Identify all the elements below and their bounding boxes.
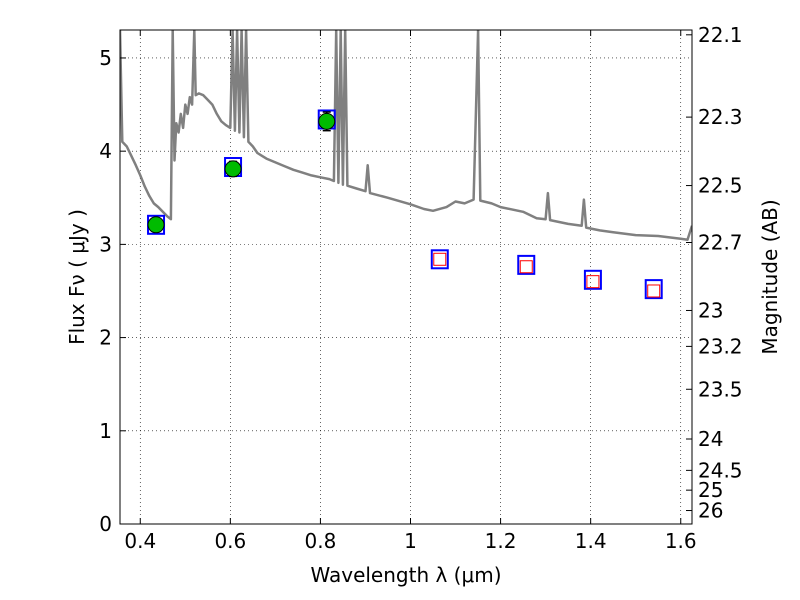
x-tick-label: 0.6 bbox=[214, 529, 246, 553]
sed-model-line bbox=[120, 30, 692, 241]
right-tick-label: 23 bbox=[698, 298, 723, 322]
y-axis-title: Flux Fν ( μJy ) bbox=[65, 209, 89, 345]
plot-area bbox=[120, 30, 692, 524]
x-axis-title: Wavelength λ (μm) bbox=[310, 563, 501, 587]
observed-point bbox=[224, 160, 242, 178]
y-tick-label: 4 bbox=[99, 139, 112, 163]
right-tick-label: 23.2 bbox=[698, 334, 743, 358]
model-photometry-square bbox=[583, 269, 602, 290]
plot-frame bbox=[119, 29, 693, 525]
observed-point bbox=[318, 112, 336, 130]
right-axis-title: Magnitude (AB) bbox=[758, 199, 782, 354]
photometry-series bbox=[147, 109, 663, 300]
x-tick-label: 0.4 bbox=[124, 529, 156, 553]
upper-limit-square bbox=[519, 260, 533, 274]
right-tick-label: 22.5 bbox=[698, 174, 743, 198]
x-tick-label: 1.4 bbox=[575, 529, 607, 553]
upper-limit-square bbox=[647, 284, 661, 298]
x-axis: 0.4 0.6 0.8 1 1.2 1.4 1.6 bbox=[124, 30, 697, 553]
y-tick-label: 0 bbox=[99, 512, 112, 536]
y-tick-label: 5 bbox=[99, 46, 112, 70]
right-tick-label: 25 bbox=[698, 478, 723, 502]
right-tick-label: 26 bbox=[698, 499, 723, 523]
y-tick-label: 2 bbox=[99, 326, 112, 350]
x-tick-label: 1.6 bbox=[665, 529, 697, 553]
upper-limit-square bbox=[586, 275, 600, 289]
y-tick-label: 3 bbox=[99, 232, 112, 256]
x-tick-label: 0.8 bbox=[305, 529, 337, 553]
model-photometry-square bbox=[517, 254, 536, 275]
right-tick-label: 22.1 bbox=[698, 23, 743, 47]
y-axis: 0 1 2 3 4 5 bbox=[99, 46, 126, 536]
sed-model-series bbox=[120, 30, 692, 241]
y-tick-label: 1 bbox=[99, 419, 112, 443]
right-tick-label: 22.3 bbox=[698, 105, 743, 129]
model-photometry-square bbox=[644, 279, 663, 300]
right-tick-label: 22.7 bbox=[698, 231, 743, 255]
upper-limit-square bbox=[433, 252, 447, 266]
model-photometry-square bbox=[430, 249, 449, 270]
x-tick-label: 1.2 bbox=[485, 529, 517, 553]
right-tick-label: 24 bbox=[698, 427, 723, 451]
right-tick-label: 24.5 bbox=[698, 458, 743, 482]
x-tick-label: 1 bbox=[404, 529, 417, 553]
observed-point bbox=[147, 216, 165, 234]
right-tick-label: 23.5 bbox=[698, 377, 743, 401]
